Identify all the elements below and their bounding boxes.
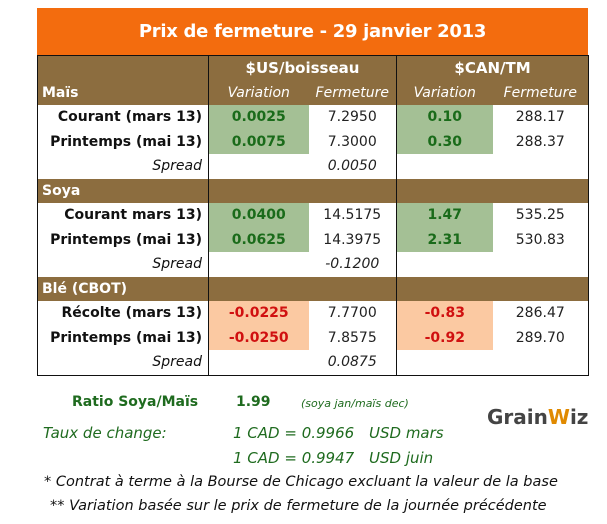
us-variation: 0.0625 bbox=[208, 227, 309, 252]
section-header-row: Soya bbox=[37, 178, 589, 203]
section-name: Soya bbox=[37, 178, 209, 203]
contract-label: Printemps (mai 13) bbox=[37, 129, 209, 154]
empty bbox=[209, 350, 309, 375]
us-variation: 0.0025 bbox=[208, 105, 309, 130]
empty bbox=[493, 350, 589, 375]
spread-label: Spread bbox=[37, 252, 209, 277]
contract-label: Courant (mars 13) bbox=[37, 105, 209, 130]
us-close: 14.3975 bbox=[308, 227, 398, 252]
us-close: 7.7700 bbox=[308, 301, 398, 326]
empty bbox=[396, 178, 493, 203]
fermeture-header: Fermeture bbox=[308, 80, 398, 105]
section-name: Maïs bbox=[37, 80, 209, 105]
can-variation: 1.47 bbox=[396, 203, 493, 228]
grainwiz-logo: GrainWiz bbox=[487, 405, 589, 429]
us-close: 7.3000 bbox=[308, 129, 398, 154]
us-variation: -0.0225 bbox=[208, 301, 309, 326]
exchange-label: Taux de change: bbox=[43, 424, 167, 442]
exchange-rate-mars: 1 CAD = 0.9966 bbox=[233, 424, 355, 442]
spread-label: Spread bbox=[37, 350, 209, 375]
can-variation: -0.83 bbox=[396, 301, 493, 326]
can-close: 288.37 bbox=[515, 133, 565, 150]
us-header: $US/boisseau bbox=[208, 55, 398, 81]
can-variation: 0.30 bbox=[396, 129, 493, 154]
empty bbox=[308, 276, 398, 301]
spread-row: Spread -0.1200 bbox=[37, 252, 589, 277]
empty bbox=[208, 178, 309, 203]
empty bbox=[208, 276, 309, 301]
section-header-row: Blé (CBOT) bbox=[37, 276, 589, 301]
can-header: $CAN/TM bbox=[396, 55, 589, 81]
us-close: 7.2950 bbox=[308, 105, 398, 130]
section-header-row: Maïs Variation Fermeture Variation Fermeture bbox=[37, 80, 589, 105]
exchange-unit-mars: USD mars bbox=[369, 424, 444, 442]
currency-header-row: $US/boisseau $CAN/TM bbox=[37, 55, 589, 81]
can-close: 288.17 bbox=[515, 109, 565, 126]
empty bbox=[493, 154, 589, 179]
empty bbox=[397, 252, 493, 277]
ratio-label: Ratio Soya/Maïs bbox=[72, 394, 199, 410]
table-row: Courant mars 13) 0.0400 14.5175 1.47 535.25 bbox=[37, 203, 589, 228]
can-variation: -0.92 bbox=[396, 325, 493, 350]
us-variation: 0.0075 bbox=[208, 129, 309, 154]
exchange-unit-juin: USD juin bbox=[369, 449, 434, 467]
table-row: Printemps (mai 13) -0.0250 7.8575 -0.92 289.… bbox=[37, 325, 589, 350]
page-title: Prix de fermeture - 29 janvier 2013 bbox=[37, 8, 588, 55]
section-name: Blé (CBOT) bbox=[37, 276, 209, 301]
empty bbox=[397, 154, 493, 179]
contract-label: Printemps (mai 13) bbox=[37, 325, 209, 350]
empty bbox=[493, 252, 589, 277]
spread-value: 0.0875 bbox=[308, 350, 398, 375]
variation-header: Variation bbox=[396, 80, 493, 105]
ratio-note: (soya jan/maïs dec) bbox=[301, 397, 409, 410]
exchange-rate-juin: 1 CAD = 0.9947 bbox=[233, 449, 355, 467]
empty bbox=[397, 350, 493, 375]
can-close: 530.83 bbox=[515, 231, 565, 248]
fermeture-header: Fermeture bbox=[492, 80, 589, 105]
us-close: 14.5175 bbox=[308, 203, 398, 228]
spread-row: Spread 0.0050 bbox=[37, 154, 589, 179]
empty bbox=[492, 178, 589, 203]
table-row: Printemps (mai 13) 0.0075 7.3000 0.30 288.37 bbox=[37, 129, 589, 154]
spread-label: Spread bbox=[37, 154, 209, 179]
contract-label: Courant mars 13) bbox=[37, 203, 209, 228]
contract-label: Printemps (mai 13) bbox=[37, 227, 209, 252]
empty bbox=[308, 178, 398, 203]
ratio-value: 1.99 bbox=[236, 394, 271, 410]
empty bbox=[396, 276, 493, 301]
table-row: Courant (mars 13) 0.0025 7.2950 0.10 288.17 bbox=[37, 105, 589, 130]
footnote-1: * Contrat à terme à la Bourse de Chicago… bbox=[44, 474, 558, 490]
empty bbox=[209, 154, 309, 179]
us-variation: 0.0400 bbox=[208, 203, 309, 228]
prices-table: $US/boisseau $CAN/TM Maïs Variation Fermet… bbox=[37, 55, 590, 376]
spread-row: Spread 0.0875 bbox=[37, 350, 589, 375]
table-row: Printemps (mai 13) 0.0625 14.3975 2.31 530.8… bbox=[37, 227, 589, 252]
variation-header: Variation bbox=[208, 80, 309, 105]
empty bbox=[492, 276, 589, 301]
spread-value: 0.0050 bbox=[308, 154, 398, 179]
can-close: 286.47 bbox=[515, 305, 565, 322]
can-variation: 2.31 bbox=[396, 227, 493, 252]
us-variation: -0.0250 bbox=[208, 325, 309, 350]
us-close: 7.8575 bbox=[308, 325, 398, 350]
contract-label: Récolte (mars 13) bbox=[37, 301, 209, 326]
can-close: 289.70 bbox=[515, 329, 565, 346]
can-variation: 0.10 bbox=[396, 105, 493, 130]
table-row: Récolte (mars 13) -0.0225 7.7700 -0.83 286.4… bbox=[37, 301, 589, 326]
footnote-2: ** Variation basée sur le prix de fermet… bbox=[50, 498, 547, 514]
spread-value: -0.1200 bbox=[308, 252, 398, 277]
empty bbox=[209, 252, 309, 277]
can-close: 535.25 bbox=[515, 207, 565, 224]
